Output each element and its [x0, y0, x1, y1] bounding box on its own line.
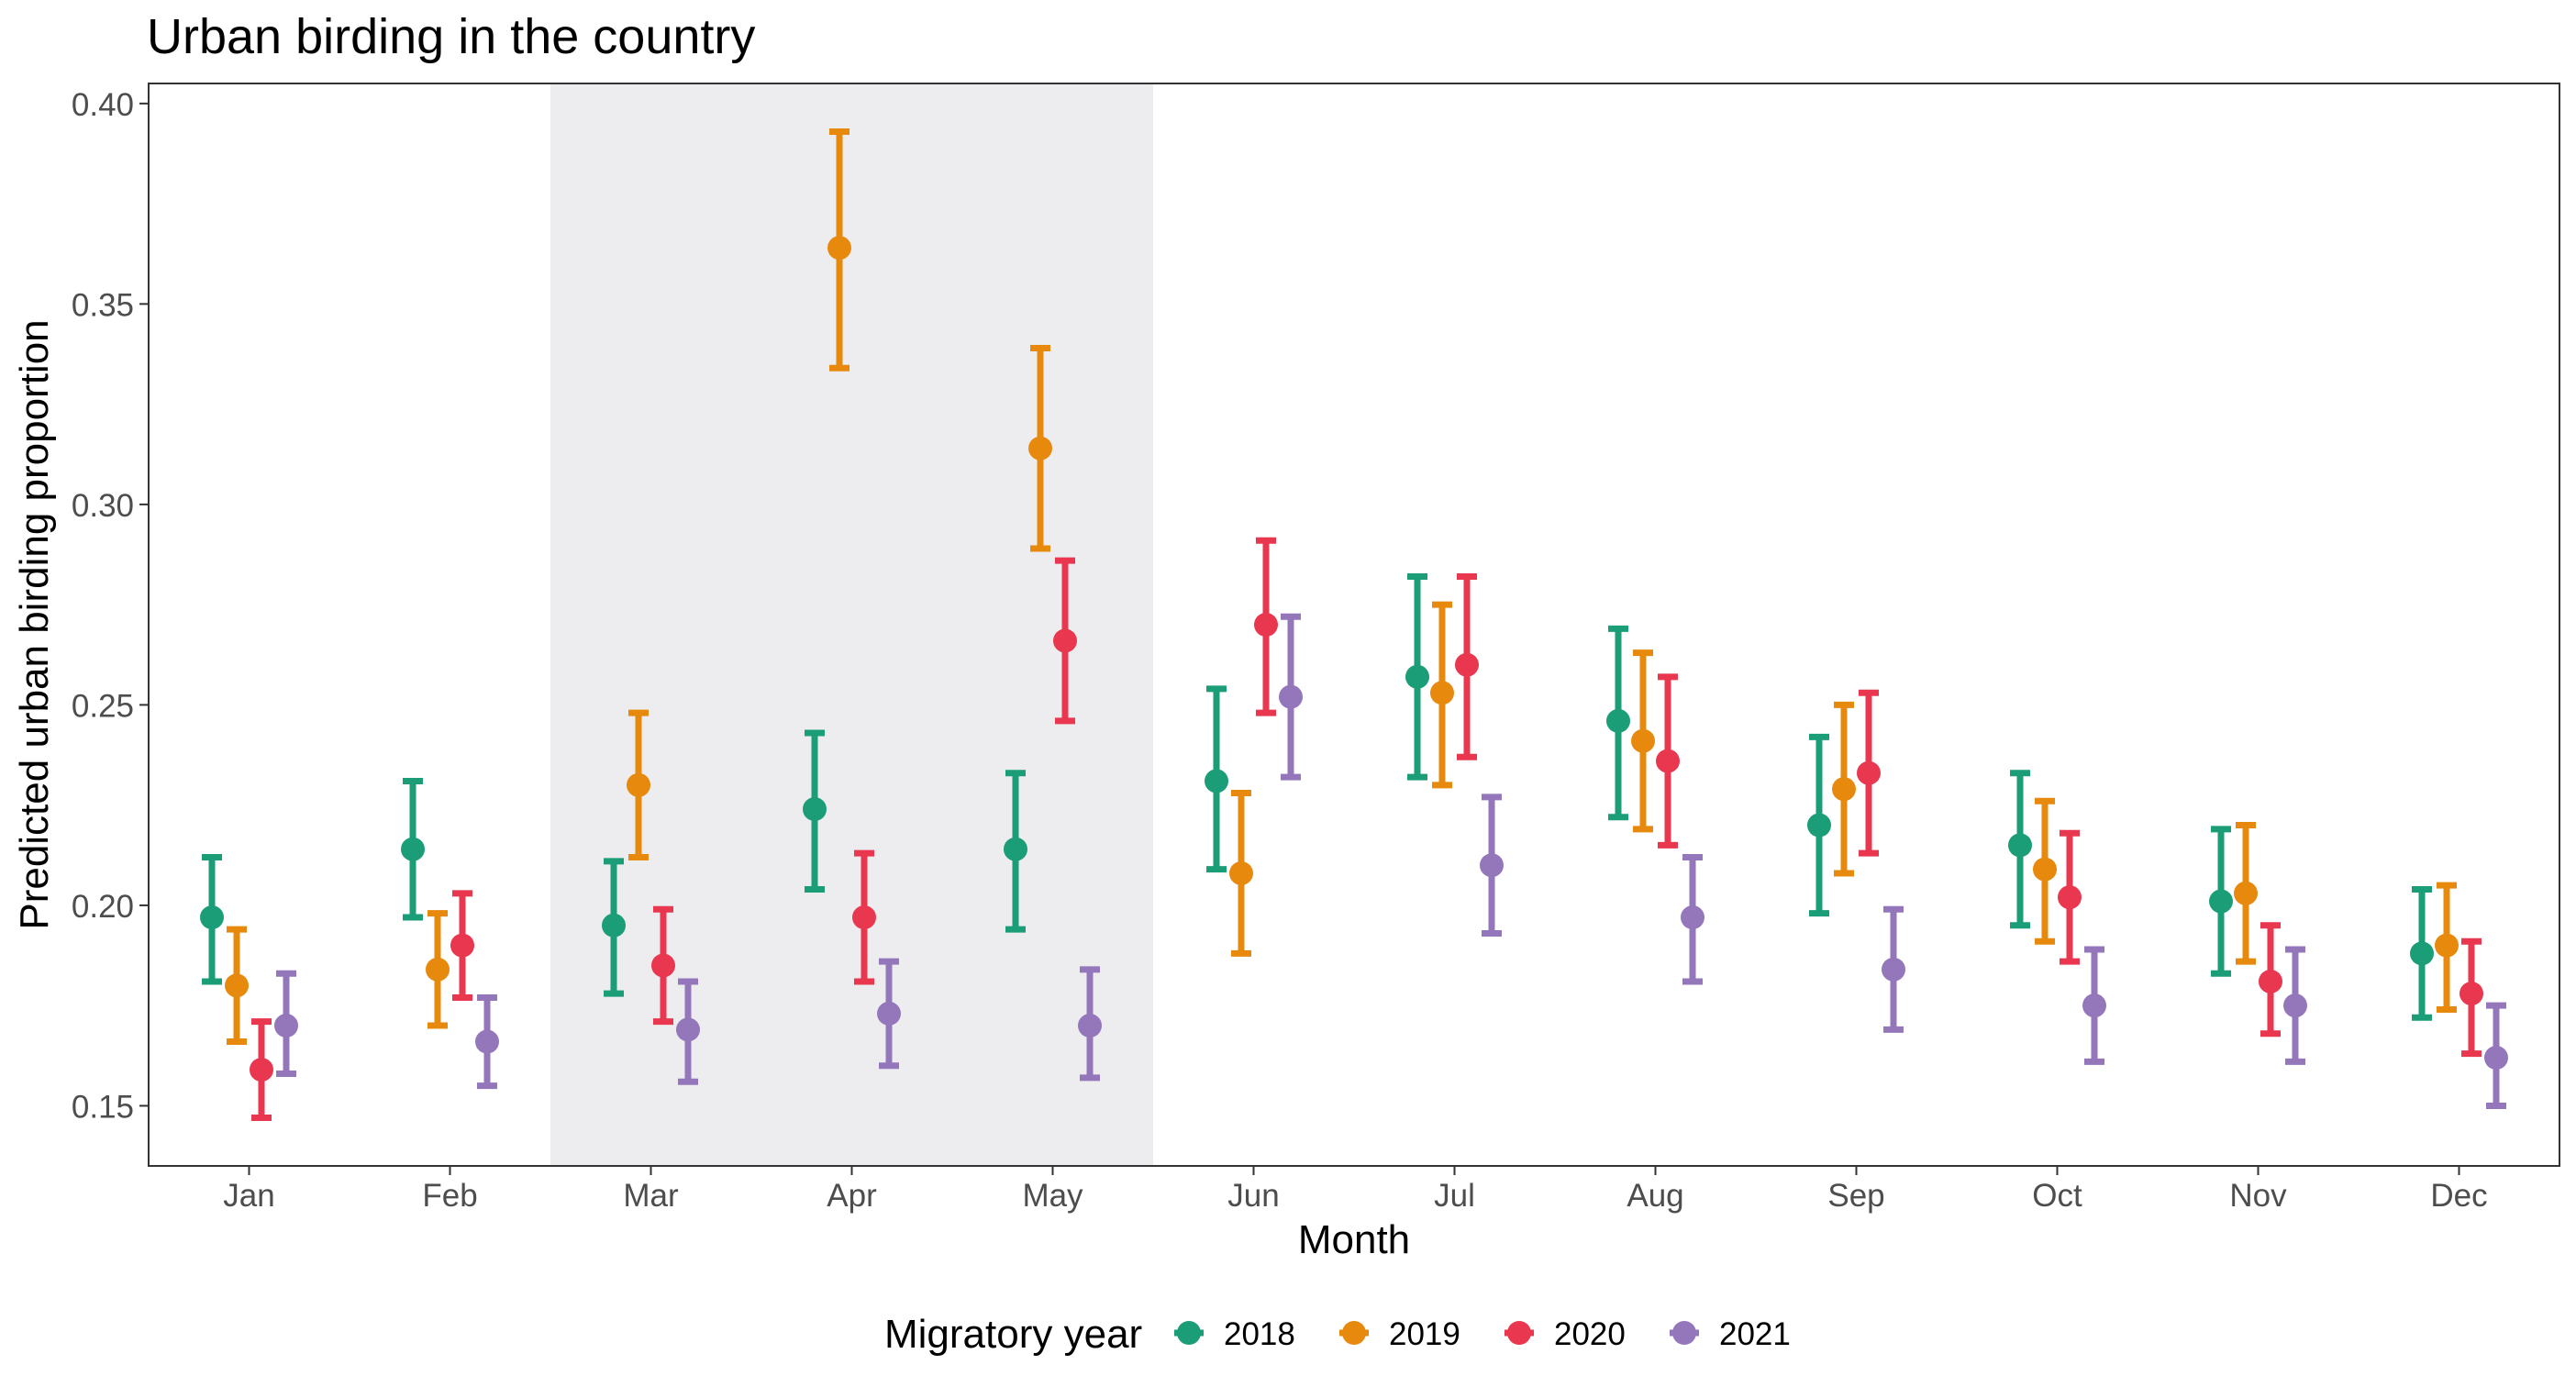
data-point [2058, 885, 2082, 910]
data-point [1053, 628, 1077, 653]
data-point [1832, 777, 1856, 802]
data-point [1028, 436, 1052, 460]
data-point [450, 933, 474, 958]
y-tick-label: 0.15 [72, 1089, 134, 1125]
data-point [2082, 993, 2106, 1018]
data-point [2435, 933, 2459, 958]
data-point [225, 973, 249, 998]
x-tick-label: Sep [1827, 1178, 1884, 1214]
legend-key-point [1342, 1321, 1366, 1345]
data-point [1857, 760, 1881, 785]
data-point [2209, 889, 2233, 914]
data-point [1205, 769, 1228, 793]
legend-title: Migratory year [884, 1312, 1142, 1357]
data-point [1807, 813, 1831, 838]
series-2019 [225, 128, 2459, 1046]
series-2018 [200, 573, 2434, 1021]
data-point [803, 797, 827, 822]
data-point [426, 957, 450, 982]
y-axis: 0.15 0.20 0.25 0.30 0.35 0.40 [72, 87, 149, 1125]
x-tick-label: Dec [2430, 1178, 2487, 1214]
data-point [1631, 728, 1655, 753]
y-axis-label: Predicted urban birding proportion [12, 319, 57, 929]
data-point [1656, 749, 1680, 773]
x-tick-label: Nov [2229, 1178, 2287, 1214]
data-point [1606, 708, 1630, 733]
y-tick-label: 0.40 [72, 87, 134, 123]
data-point [250, 1058, 273, 1082]
data-point [2484, 1046, 2508, 1070]
series-2021 [274, 613, 2508, 1109]
data-point [475, 1029, 499, 1054]
data-point [1229, 860, 1253, 885]
data-point [1430, 681, 1454, 705]
data-point [602, 913, 626, 938]
x-tick-label: Feb [422, 1178, 477, 1214]
data-point [2259, 969, 2282, 993]
data-point [2234, 881, 2258, 905]
data-point [1681, 905, 1704, 930]
data-point [2283, 993, 2307, 1018]
data-point [1882, 957, 1905, 982]
data-point [676, 1017, 700, 1042]
data-point [877, 1001, 901, 1026]
chart-title: Urban birding in the country [147, 9, 755, 64]
x-tick-label: Jun [1227, 1178, 1279, 1214]
legend-key-point [1507, 1321, 1531, 1345]
legend-label: 2020 [1554, 1316, 1626, 1352]
data-point [1480, 853, 1504, 878]
x-tick-label: May [1022, 1178, 1083, 1214]
data-point [627, 772, 650, 797]
data-point [401, 837, 425, 861]
legend-key-point [1177, 1321, 1201, 1345]
y-tick-label: 0.25 [72, 688, 134, 724]
plot-background [550, 83, 1153, 1166]
x-axis-label: Month [1298, 1217, 1410, 1262]
data-point [1004, 837, 1027, 861]
y-tick-label: 0.20 [72, 889, 134, 925]
data-point [2459, 982, 2483, 1006]
legend: Migratory year 2018 2019 2020 2021 [884, 1312, 1791, 1357]
x-tick-label: Jan [223, 1178, 274, 1214]
data-point [827, 236, 851, 261]
data-point [1455, 652, 1479, 677]
x-tick-label: Apr [827, 1178, 877, 1214]
data-point [651, 953, 675, 978]
data-point [1279, 684, 1303, 709]
x-tick-label: Aug [1627, 1178, 1683, 1214]
data-point [2410, 941, 2434, 966]
legend-label: 2018 [1224, 1316, 1295, 1352]
x-tick-label: Oct [2032, 1178, 2082, 1214]
x-tick-label: Jul [1434, 1178, 1475, 1214]
data-point [274, 1014, 298, 1038]
data-point [1254, 613, 1278, 637]
shaded-period [550, 83, 1153, 1166]
series-2020 [250, 537, 2483, 1122]
legend-label: 2019 [1389, 1316, 1460, 1352]
y-tick-label: 0.35 [72, 287, 134, 323]
data-point [2008, 833, 2032, 858]
plot-panel-border [148, 83, 2560, 1167]
chart-marks [200, 128, 2508, 1122]
data-point [852, 905, 876, 930]
data-point [200, 905, 224, 930]
x-tick-label: Mar [623, 1178, 679, 1214]
data-point [1078, 1014, 1102, 1038]
data-point [2033, 857, 2057, 882]
x-axis: Jan Feb Mar Apr May Jun Jul Aug Sep Oct Nov Dec [223, 1166, 2488, 1214]
data-point [1405, 664, 1429, 689]
y-tick-label: 0.30 [72, 488, 134, 524]
legend-label: 2021 [1719, 1316, 1791, 1352]
legend-key-point [1672, 1321, 1696, 1345]
